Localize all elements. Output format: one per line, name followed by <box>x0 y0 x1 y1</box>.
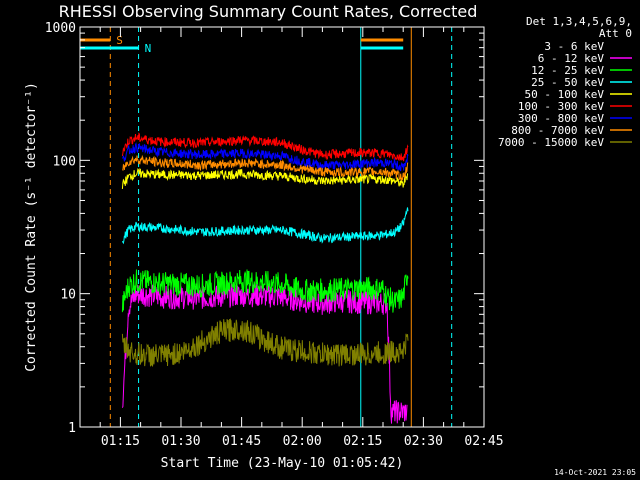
legend-entry-label: 25 - 50 keV <box>531 76 604 89</box>
series-line <box>121 269 409 313</box>
y-axis-label: Corrected Count Rate (s⁻¹ detector⁻¹) <box>24 82 39 372</box>
x-tick-label: 01:15 <box>101 434 140 449</box>
chart-title: RHESSI Observing Summary Count Rates, Co… <box>59 2 478 21</box>
series-line <box>121 132 409 162</box>
legend-entry-label: 100 - 300 keV <box>518 100 604 113</box>
legend-entry-label: 3 - 6 keV <box>544 40 604 53</box>
y-axis-ticks: 1 10 100 1000 <box>45 21 484 436</box>
x-axis-label: Start Time (23-May-10 01:05:42) <box>161 456 404 471</box>
series-line <box>121 167 409 189</box>
legend-entry-label: 7000 - 15000 keV <box>498 136 604 149</box>
series-line <box>122 142 409 172</box>
legend-entry-label: 800 - 7000 keV <box>511 124 604 137</box>
legend-header: Det 1,3,4,5,6,9, <box>526 15 632 28</box>
marker-label: S <box>116 34 123 47</box>
legend-entry-label: 12 - 25 keV <box>531 64 604 77</box>
x-tick-label: 02:15 <box>343 434 382 449</box>
footer-date: 14-Oct-2021 23:05 <box>554 468 636 477</box>
series-line <box>121 207 409 245</box>
x-tick-label: 02:45 <box>464 434 503 449</box>
x-tick-label: 02:00 <box>283 434 322 449</box>
x-tick-label: 01:30 <box>161 434 200 449</box>
legend-entry-label: 300 - 800 keV <box>518 112 604 125</box>
series-line <box>122 154 409 181</box>
y-tick-label: 100 <box>53 154 76 169</box>
legend-entry-label: 6 - 12 keV <box>538 52 605 65</box>
series-line <box>121 318 409 367</box>
x-axis-ticks: 01:15 01:30 01:45 02:00 02:15 02:30 02:45 <box>79 27 504 449</box>
legend-entry-label: 50 - 100 keV <box>525 88 605 101</box>
x-tick-label: 02:30 <box>404 434 443 449</box>
y-tick-label: 1 <box>68 421 76 436</box>
series-line <box>152 389 327 413</box>
marker-label: N <box>145 42 152 55</box>
marker-bars: SN <box>80 34 404 55</box>
y-tick-label: 1000 <box>45 21 76 36</box>
series-lines <box>121 132 409 424</box>
series-line <box>121 283 408 424</box>
y-tick-label: 10 <box>60 288 76 303</box>
x-tick-label: 01:45 <box>222 434 261 449</box>
legend-header: Att 0 <box>599 27 632 40</box>
